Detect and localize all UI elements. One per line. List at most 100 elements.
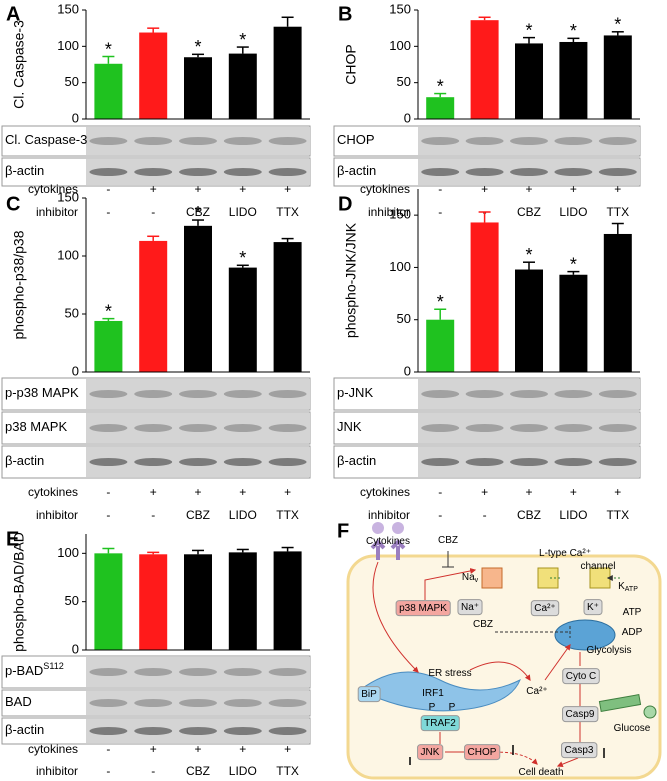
y-tick-label: 0 xyxy=(72,110,79,125)
condition-value: - xyxy=(106,742,110,756)
blot-band xyxy=(268,390,307,398)
condition-value: LIDO xyxy=(559,205,587,219)
condition-value: TTX xyxy=(276,205,299,219)
diagram-label-main: CBZ xyxy=(438,535,458,546)
blot-label: JNK xyxy=(337,419,362,434)
y-tick-label: 50 xyxy=(65,74,79,89)
blot-label: β-actin xyxy=(5,453,44,468)
node-box xyxy=(583,599,603,616)
diagram-label-main: p38 MAPK xyxy=(399,603,447,614)
node-box xyxy=(457,599,483,616)
blot-label: p38 MAPK xyxy=(5,419,67,434)
y-tick-label: 100 xyxy=(389,38,411,53)
blot-band xyxy=(268,458,307,466)
y-axis-label: Cl. Caspase-3 xyxy=(11,20,27,109)
node-box xyxy=(562,706,599,723)
bar xyxy=(603,233,632,372)
node-box xyxy=(530,600,560,617)
condition-label: cytokines xyxy=(360,485,410,499)
blot-label-main: β-actin xyxy=(337,163,376,178)
diagram-label-main: TRAF2 xyxy=(424,718,456,729)
node-box xyxy=(417,744,444,761)
diagram-label: K⁺ xyxy=(587,602,599,613)
diagram-label: IRF1 xyxy=(422,688,444,699)
blot-band xyxy=(89,137,128,145)
diagram-label: Cell death xyxy=(518,767,563,778)
y-axis-label: phospho-JNK/JNK xyxy=(343,222,359,338)
bar xyxy=(184,57,212,119)
blot-band xyxy=(510,390,548,398)
blot-label: p-BADS112 xyxy=(5,661,64,678)
diagram-label: Ca²⁺ xyxy=(526,686,547,697)
bar xyxy=(273,26,302,119)
significance-marker: * xyxy=(194,37,201,57)
blot-label-main: JNK xyxy=(337,419,362,434)
blot-band xyxy=(268,168,307,176)
blot-label-main: p38 MAPK xyxy=(5,419,67,434)
diagram-label: BiP xyxy=(361,689,377,700)
diagram-label: CHOP xyxy=(468,747,497,758)
blot-band xyxy=(421,137,460,145)
diagram-label-main: K xyxy=(618,581,625,592)
condition-value: + xyxy=(614,485,621,499)
condition-value: + xyxy=(150,182,157,196)
blot-band xyxy=(598,458,637,466)
blot-band xyxy=(223,699,262,707)
blot-band xyxy=(268,668,307,676)
blot-band xyxy=(268,699,307,707)
transporter xyxy=(598,694,642,712)
blot-band xyxy=(223,668,262,676)
condition-value: - xyxy=(151,205,155,219)
blot-image xyxy=(418,127,640,155)
condition-value: - xyxy=(483,508,487,522)
panel-letter: E xyxy=(6,528,19,550)
blot-band xyxy=(179,699,217,707)
y-tick-label: 100 xyxy=(57,38,79,53)
blot-band xyxy=(134,668,173,676)
blot-band xyxy=(465,424,504,432)
blot-band xyxy=(134,137,173,145)
blot-label-main: β-actin xyxy=(5,453,44,468)
diagram-label-main: Cytokines xyxy=(366,536,410,547)
blot-label-main: p-p38 MAPK xyxy=(5,385,79,400)
nav-channel xyxy=(481,567,503,589)
arrow xyxy=(424,567,477,600)
blot-band xyxy=(421,458,460,466)
diagram-label: TRAF2 xyxy=(424,718,456,729)
bar xyxy=(184,225,212,372)
diagram-label-main: ADP xyxy=(622,627,643,638)
condition-value: + xyxy=(150,742,157,756)
bar xyxy=(515,43,543,119)
condition-value: + xyxy=(239,485,246,499)
blot-band xyxy=(223,458,262,466)
significance-marker: * xyxy=(525,20,532,40)
significance-marker: * xyxy=(570,254,577,274)
diagram-label: JNK xyxy=(421,747,440,758)
significance-marker: * xyxy=(614,15,621,35)
blot-band xyxy=(223,727,262,735)
significance-marker: * xyxy=(570,21,577,41)
bar xyxy=(273,242,302,372)
blot-band xyxy=(89,668,128,676)
panel-letter: A xyxy=(6,3,20,25)
blot-band xyxy=(179,424,217,432)
diagram-label-main: P xyxy=(429,702,436,713)
y-tick-label: 0 xyxy=(72,641,79,656)
blot-band xyxy=(223,424,262,432)
bar xyxy=(184,554,212,650)
condition-value: + xyxy=(570,485,577,499)
diagram-label-main: Ca²⁺ xyxy=(526,686,547,697)
blot-band xyxy=(89,699,128,707)
arrow xyxy=(469,661,531,681)
blot-image xyxy=(86,127,310,155)
condition-value: TTX xyxy=(606,205,629,219)
blot-band xyxy=(89,458,128,466)
diagram-label: P xyxy=(429,702,436,713)
condition-label: cytokines xyxy=(28,742,78,756)
diagram-label: Glycolysis xyxy=(586,645,631,656)
blot-band xyxy=(179,137,217,145)
y-tick-label: 150 xyxy=(389,1,411,16)
blot-band xyxy=(510,458,548,466)
blot-band xyxy=(510,137,548,145)
